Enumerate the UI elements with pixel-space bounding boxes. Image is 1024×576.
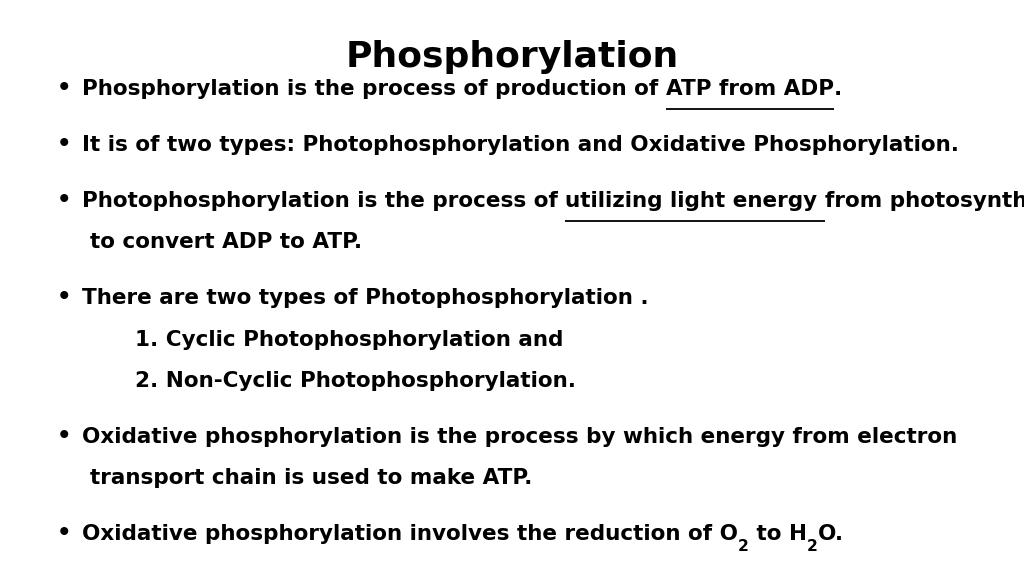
Text: O.: O.	[818, 524, 844, 544]
Text: Oxidative phosphorylation involves the reduction of O: Oxidative phosphorylation involves the r…	[82, 524, 738, 544]
Text: ATP from ADP: ATP from ADP	[666, 79, 834, 99]
Text: 2. Non-Cyclic Photophosphorylation.: 2. Non-Cyclic Photophosphorylation.	[90, 371, 577, 391]
Text: transport chain is used to make ATP.: transport chain is used to make ATP.	[90, 468, 532, 488]
Text: •: •	[56, 189, 71, 212]
Text: There are two types of Photophosphorylation .: There are two types of Photophosphorylat…	[82, 288, 648, 308]
Text: Phosphorylation is the process of production of: Phosphorylation is the process of produc…	[82, 79, 666, 99]
Text: from photosynthesis: from photosynthesis	[825, 191, 1024, 211]
Text: •: •	[56, 133, 71, 156]
Text: .: .	[834, 79, 842, 99]
Text: •: •	[56, 425, 71, 448]
Text: It is of two types: Photophosphorylation and Oxidative Phosphorylation.: It is of two types: Photophosphorylation…	[82, 135, 958, 155]
Text: Phosphorylation: Phosphorylation	[345, 40, 679, 74]
Text: •: •	[56, 286, 71, 309]
Text: utilizing light energy: utilizing light energy	[565, 191, 825, 211]
Text: to convert ADP to ATP.: to convert ADP to ATP.	[90, 232, 362, 252]
Text: 2: 2	[738, 539, 749, 554]
Text: Oxidative phosphorylation is the process by which energy from electron: Oxidative phosphorylation is the process…	[82, 427, 957, 447]
Text: Photophosphorylation is the process of: Photophosphorylation is the process of	[82, 191, 565, 211]
Text: 2: 2	[807, 539, 818, 554]
Text: 1. Cyclic Photophosphorylation and: 1. Cyclic Photophosphorylation and	[90, 329, 563, 350]
Text: to H: to H	[749, 524, 807, 544]
Text: •: •	[56, 522, 71, 545]
Text: •: •	[56, 77, 71, 100]
